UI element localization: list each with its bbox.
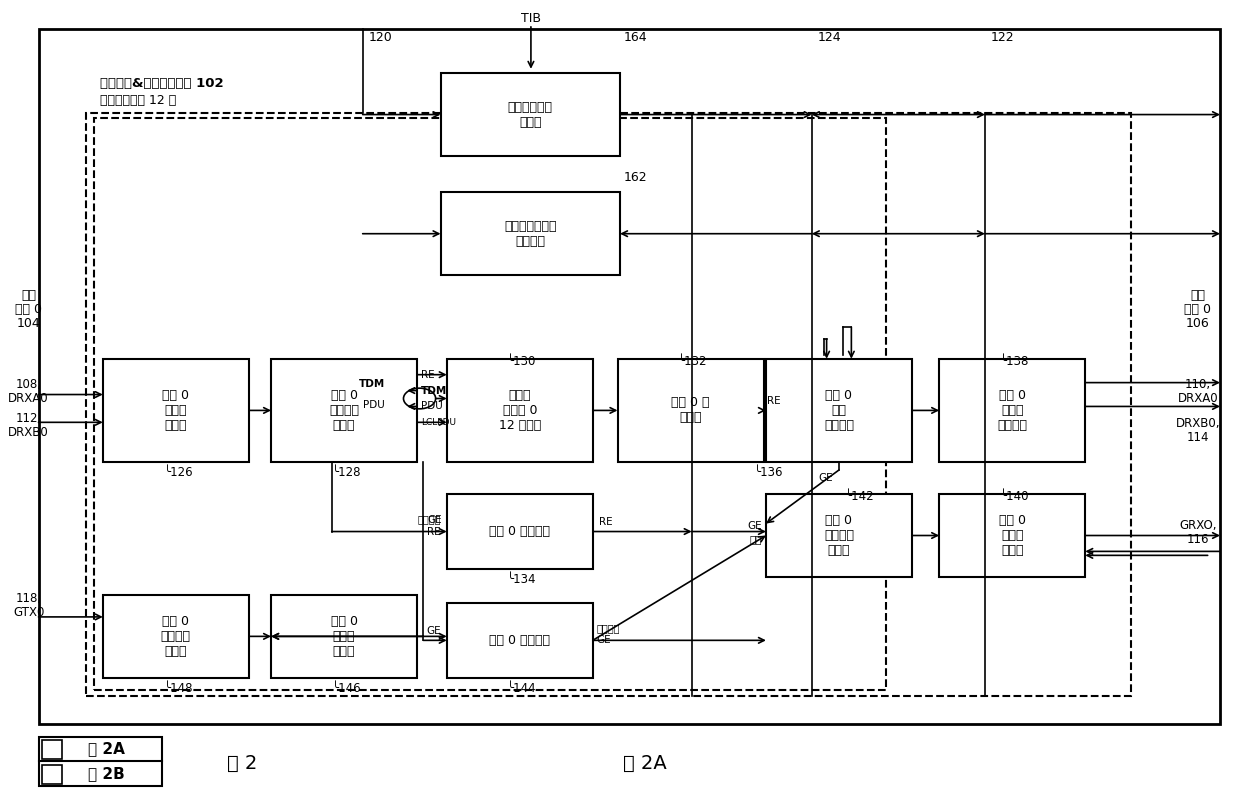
Text: ╰138: ╰138: [999, 355, 1029, 368]
Bar: [272, 359, 417, 462]
Text: 已分析的: 已分析的: [596, 623, 620, 634]
Bar: [272, 595, 417, 678]
Text: TDM: TDM: [358, 379, 384, 389]
Text: RE: RE: [599, 517, 613, 527]
Bar: [766, 494, 911, 577]
Text: 图 2A: 图 2A: [88, 742, 125, 756]
Text: 图 2A: 图 2A: [622, 754, 667, 773]
Text: GTX0: GTX0: [12, 607, 45, 619]
Bar: [103, 595, 249, 678]
Text: 链路 0 授权仲裁: 链路 0 授权仲裁: [490, 634, 551, 647]
Text: 行缓存
映射器 0
12 流量源: 行缓存 映射器 0 12 流量源: [498, 389, 541, 432]
Text: 链路 0: 链路 0: [15, 303, 42, 316]
Bar: [38, 29, 1220, 724]
Text: GE: GE: [748, 521, 763, 531]
Text: 图 2: 图 2: [227, 754, 258, 773]
Text: 输出: 输出: [1190, 289, 1205, 302]
Text: ╰128: ╰128: [332, 466, 361, 479]
Text: 120: 120: [368, 30, 393, 44]
Text: RE: RE: [768, 396, 781, 406]
Text: RE: RE: [420, 370, 434, 379]
Bar: [103, 359, 249, 462]
Bar: [766, 359, 911, 462]
Text: 测试图案发生器
及分析器: 测试图案发生器 及分析器: [503, 220, 557, 248]
Text: ╰148: ╰148: [164, 682, 193, 695]
Text: DRXB0: DRXB0: [9, 426, 50, 439]
Text: ╰134: ╰134: [507, 573, 537, 587]
Text: 输入: 输入: [21, 289, 36, 302]
Text: PDU: PDU: [420, 402, 443, 411]
Bar: [446, 603, 593, 678]
Text: 这些框实例化 12 次: 这些框实例化 12 次: [100, 94, 176, 107]
Text: DRXA0: DRXA0: [1178, 392, 1218, 405]
Text: 图 2B: 图 2B: [88, 766, 125, 781]
Text: 106: 106: [1185, 317, 1210, 330]
Text: LCLPDU: LCLPDU: [420, 418, 456, 427]
Text: ╰146: ╰146: [332, 682, 361, 695]
Text: 116: 116: [1187, 533, 1209, 547]
Bar: [446, 494, 593, 569]
Text: GE: GE: [818, 473, 833, 483]
Text: 链路 0
数据流
解串器: 链路 0 数据流 解串器: [162, 389, 190, 432]
Text: 124: 124: [818, 30, 842, 44]
Text: 118,: 118,: [16, 592, 42, 605]
Text: 162: 162: [624, 171, 647, 184]
Bar: [440, 192, 620, 276]
Bar: [42, 740, 62, 759]
Text: PDU: PDU: [363, 400, 384, 410]
Text: 164: 164: [624, 30, 647, 44]
Bar: [86, 112, 1131, 697]
Text: 链路 0
数据
流映射器: 链路 0 数据 流映射器: [825, 389, 854, 432]
Text: 链路 0
数据流
串行化器: 链路 0 数据流 串行化器: [997, 389, 1027, 432]
Bar: [42, 764, 62, 783]
Text: 链路 0 请求仲裁: 链路 0 请求仲裁: [490, 525, 551, 538]
Text: RE: RE: [427, 527, 440, 536]
Text: 104: 104: [16, 317, 41, 330]
Bar: [939, 494, 1085, 577]
Text: 链路 0
数据流去
映射器: 链路 0 数据流去 映射器: [329, 389, 360, 432]
Bar: [440, 73, 620, 156]
Text: 链路 0
授权流串
行化器: 链路 0 授权流串 行化器: [161, 614, 191, 658]
Text: ╰132: ╰132: [678, 355, 708, 368]
Text: GE: GE: [427, 626, 440, 636]
Bar: [446, 359, 593, 462]
Text: 已分析的: 已分析的: [417, 515, 440, 524]
Text: 122: 122: [991, 30, 1014, 44]
Text: 链路 0
授权流去
映射器: 链路 0 授权流去 映射器: [825, 514, 854, 557]
Text: 链路 0
授权流
解串器: 链路 0 授权流 解串器: [998, 514, 1025, 557]
Text: GRXO,: GRXO,: [1179, 519, 1216, 532]
Text: DRXA0: DRXA0: [9, 392, 48, 405]
Text: 110,: 110,: [1184, 378, 1210, 391]
Text: ╰142: ╰142: [846, 490, 874, 503]
Text: 其它: 其它: [750, 534, 763, 544]
Text: 数据路径&链路带宽仲裁 102: 数据路径&链路带宽仲裁 102: [100, 77, 224, 90]
Bar: [618, 359, 764, 462]
Bar: [94, 118, 887, 690]
Text: TIB: TIB: [521, 13, 541, 26]
Text: 链路 0
授权流
映射器: 链路 0 授权流 映射器: [331, 614, 357, 658]
Text: ╰144: ╰144: [507, 682, 537, 695]
Text: ╰136: ╰136: [754, 466, 784, 479]
Bar: [939, 359, 1085, 462]
Text: 链路 0: 链路 0: [1184, 303, 1211, 316]
Text: TDM: TDM: [420, 386, 448, 395]
Text: ╰140: ╰140: [999, 490, 1029, 503]
Text: ╰126: ╰126: [164, 466, 193, 479]
Text: 108,: 108,: [16, 378, 42, 391]
Bar: [38, 737, 162, 786]
Text: 112,: 112,: [15, 412, 42, 425]
Text: GE: GE: [427, 516, 441, 525]
Text: 链路 0 行
缓冲器: 链路 0 行 缓冲器: [671, 396, 709, 425]
Text: GE: GE: [596, 635, 611, 646]
Text: 测试接口总线
复用器: 测试接口总线 复用器: [508, 100, 553, 128]
Text: 114: 114: [1187, 431, 1209, 444]
Text: ╰130: ╰130: [507, 355, 537, 368]
Text: DRXB0,: DRXB0,: [1176, 417, 1220, 430]
